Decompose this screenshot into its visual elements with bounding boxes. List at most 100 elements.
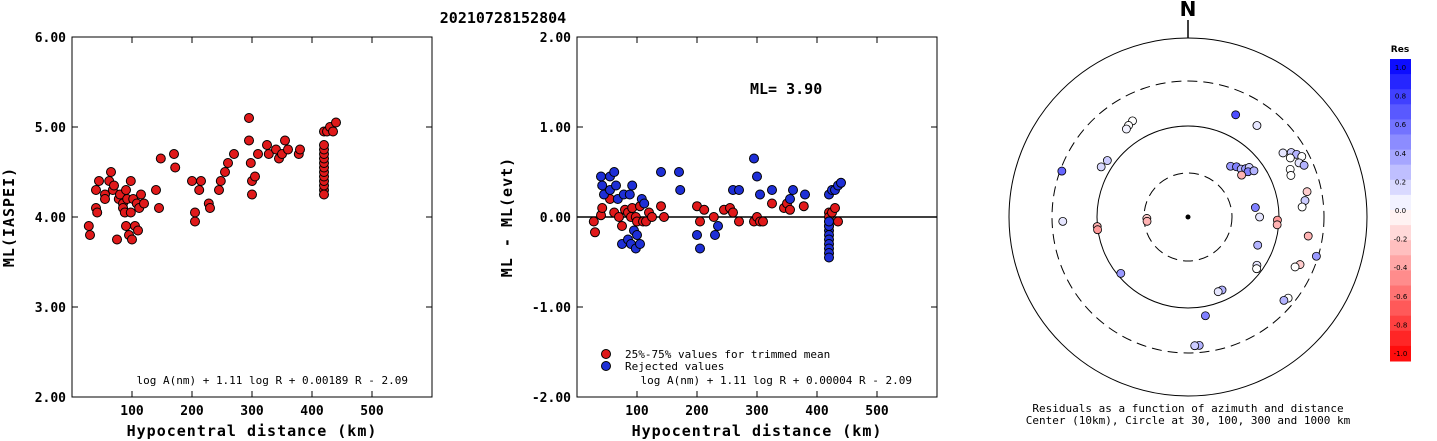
residual-colorbar: Res 1.0 0.8 0.6 0.4 0.2 0.0 -0.2 -0.4 -0.6 -0.8 -1… <box>1390 45 1411 362</box>
middle-point-rejected <box>695 243 705 254</box>
left-point-used <box>214 185 224 195</box>
colorbar-segment <box>1390 300 1411 317</box>
residual-point <box>1302 187 1312 197</box>
left-point-used <box>283 144 293 155</box>
left-point-used <box>194 185 205 195</box>
middle-point-rejected <box>635 239 645 249</box>
left-point-used <box>280 135 290 146</box>
colorbar-tick-label: 0.8 <box>1395 93 1406 101</box>
left-point-used <box>151 185 161 195</box>
colorbar-segment <box>1390 179 1411 196</box>
middle-point-rejected <box>824 252 834 263</box>
middle-ytick-label: 2.00 <box>540 31 571 46</box>
left-point-used <box>125 207 136 218</box>
middle-point-used <box>695 216 705 227</box>
left-xtick-label: 400 <box>300 404 324 419</box>
colorbar-tick-label: -0.4 <box>1394 264 1408 272</box>
middle-point-rejected <box>800 189 810 200</box>
colorbar-segment <box>1390 330 1411 347</box>
legend-rejected-label: Rejected values <box>625 360 724 373</box>
middle-data-points <box>588 153 846 263</box>
epicenter-dot <box>1185 214 1191 220</box>
residual-point <box>1231 110 1241 120</box>
left-point-used <box>83 221 94 231</box>
left-point-used <box>187 176 197 186</box>
middle-point-used <box>728 207 738 218</box>
residual-point <box>1272 220 1282 230</box>
left-point-used <box>250 171 260 182</box>
residual-point <box>1250 203 1260 212</box>
left-xtick-label: 300 <box>240 404 264 419</box>
middle-ytick-label: 1.00 <box>540 121 571 136</box>
middle-point-used <box>659 212 669 222</box>
residual-point <box>1213 287 1223 297</box>
left-point-used <box>295 144 305 155</box>
middle-point-used <box>708 212 719 222</box>
left-point-used <box>245 158 256 168</box>
ml-value-label: ML= 3.90 <box>750 80 822 98</box>
colorbar-tick-label: 0.2 <box>1395 178 1406 186</box>
residual-point <box>1297 202 1307 212</box>
colorbar-segment <box>1390 285 1411 302</box>
left-point-used <box>112 234 122 245</box>
middle-point-used <box>798 201 809 212</box>
left-point-used <box>220 167 230 177</box>
left-point-used <box>263 149 274 159</box>
residual-point <box>1057 166 1067 176</box>
circle-30km <box>1143 172 1233 262</box>
residual-points <box>1057 110 1321 351</box>
middle-point-rejected <box>824 216 834 227</box>
middle-point-rejected <box>675 185 686 195</box>
left-axis-ticks: 100 200 300 400 500 2.00 3.00 4.00 5.00 6.00 <box>35 31 432 419</box>
middle-point-used <box>785 204 795 215</box>
middle-point-used <box>734 216 744 227</box>
middle-point-rejected <box>734 185 744 195</box>
colorbar-segment <box>1390 149 1411 166</box>
middle-point-used <box>767 198 777 209</box>
colorbar-tick-label: 1.0 <box>1395 64 1406 72</box>
middle-point-rejected <box>713 221 723 231</box>
colorbar-segment <box>1390 89 1411 105</box>
colorbar-segment <box>1390 194 1411 211</box>
residual-point <box>1299 160 1309 170</box>
north-label: N <box>1180 0 1197 21</box>
residual-point <box>1237 170 1247 180</box>
colorbar-tick-label: 0.4 <box>1395 150 1407 158</box>
residual-point <box>1279 295 1289 305</box>
left-point-used <box>319 189 329 200</box>
left-point-used <box>155 153 166 164</box>
middle-xlabel: Hypocentral distance (km) <box>632 422 883 440</box>
left-xtick-label: 200 <box>180 404 204 419</box>
residual-point <box>1255 212 1264 222</box>
left-point-used <box>170 162 181 173</box>
colorbar-segment <box>1390 345 1411 362</box>
middle-point-rejected <box>749 153 759 164</box>
middle-ylabel: ML - ML(evt) <box>498 157 516 277</box>
left-point-used <box>247 189 257 200</box>
left-xlabel: Hypocentral distance (km) <box>127 422 378 440</box>
left-point-used <box>106 167 116 177</box>
left-point-used <box>94 176 104 186</box>
middle-point-rejected <box>627 180 638 191</box>
middle-point-used <box>597 203 608 213</box>
middle-xtick-label: 500 <box>865 404 889 419</box>
middle-point-rejected <box>710 230 720 240</box>
left-xtick-label: 100 <box>120 404 144 419</box>
middle-point-used <box>590 227 600 238</box>
residual-point <box>1252 121 1262 130</box>
left-point-used <box>196 176 206 186</box>
middle-point-rejected <box>656 167 666 177</box>
middle-point-rejected <box>755 189 765 200</box>
middle-ytick-label: -2.00 <box>532 391 571 406</box>
left-ytick-label: 3.00 <box>35 301 66 316</box>
left-point-used <box>229 149 239 159</box>
left-ytick-label: 5.00 <box>35 121 66 136</box>
legend-used-label: 25%-75% values for trimmed mean <box>625 348 830 361</box>
middle-xtick-label: 300 <box>745 404 769 419</box>
left-point-used <box>100 194 110 204</box>
left-point-used <box>139 198 149 209</box>
middle-point-rejected <box>767 185 777 195</box>
left-point-used <box>190 207 200 218</box>
colorbar-segment <box>1390 315 1411 332</box>
residual-point <box>1121 124 1131 134</box>
